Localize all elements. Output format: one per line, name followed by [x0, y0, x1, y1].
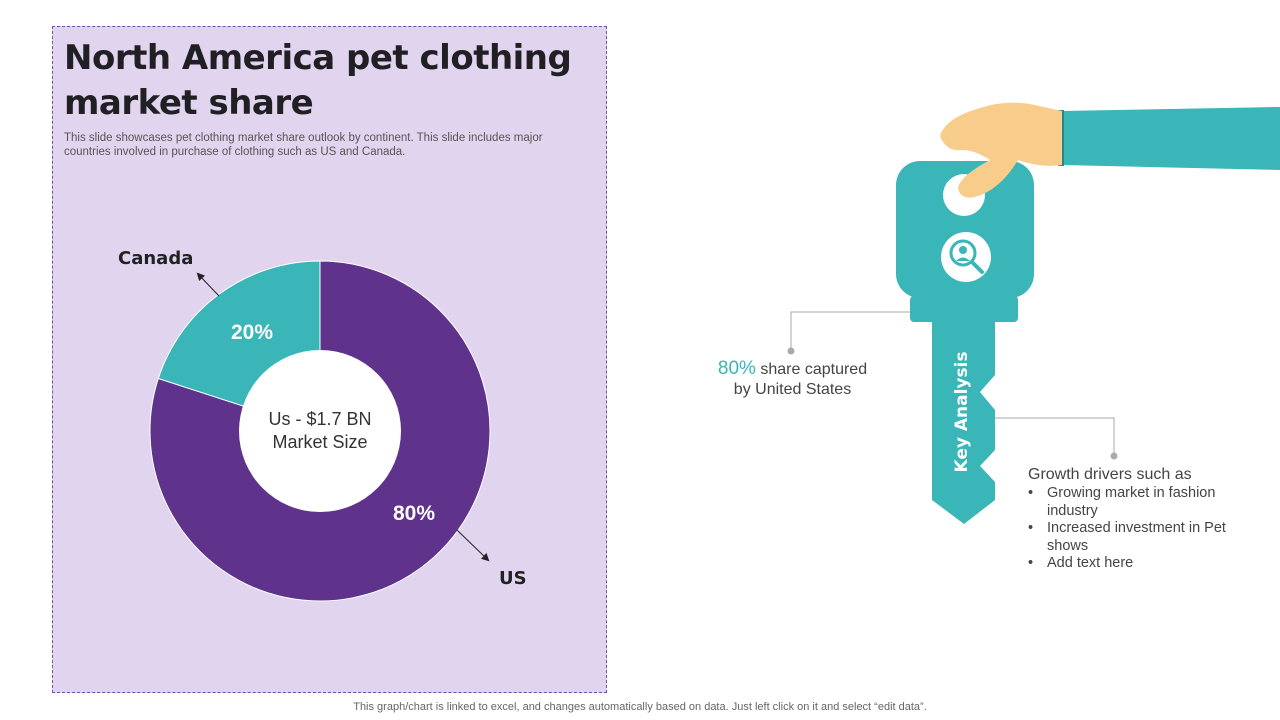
page-title: North America pet clothing market share — [64, 38, 572, 123]
sleeve — [1062, 107, 1280, 170]
key-neck — [910, 296, 1018, 322]
callout-us-share: 80% share captured by United States — [700, 359, 885, 400]
callout-us-text1: share captured — [755, 361, 868, 378]
connector-us — [790, 311, 910, 350]
category-label-us: US — [499, 568, 527, 589]
callout-growth-drivers: Growth drivers such as Growing market in… — [1028, 466, 1228, 573]
search-person-icon-body — [956, 257, 970, 261]
leader-line-us — [456, 529, 490, 562]
category-label-canada: Canada — [118, 248, 193, 269]
key-blade — [932, 318, 995, 524]
connector-drivers — [995, 417, 1115, 455]
donut-hole — [239, 350, 401, 512]
center-label-line2: Market Size — [272, 432, 367, 452]
data-label-canada: 20% — [231, 321, 273, 344]
hand — [940, 102, 1062, 198]
drivers-heading: Growth drivers such as — [1028, 466, 1192, 483]
connector-us-dot — [787, 347, 795, 355]
page-subtitle: This slide showcases pet clothing market… — [64, 132, 543, 158]
center-label-line1: Us - $1.7 BN — [268, 409, 371, 429]
pie-slice-us[interactable] — [149, 260, 491, 602]
connector-drivers-dot — [1110, 452, 1118, 460]
key-head — [896, 161, 1034, 298]
leader-line-canada — [196, 272, 220, 297]
callout-us-text2: by United States — [733, 381, 852, 398]
search-person-icon-head — [959, 246, 967, 254]
search-person-icon-lens — [949, 239, 977, 267]
footer-note: This graph/chart is linked to excel, and… — [353, 701, 927, 713]
drivers-list: Growing market in fashion industry Incre… — [1028, 485, 1228, 573]
drivers-bullet-1: Growing market in fashion industry — [1028, 485, 1228, 520]
search-person-icon — [941, 232, 991, 282]
key-label: Key Analysis — [952, 351, 972, 472]
callout-us-pct: 80% — [717, 358, 756, 379]
drivers-bullet-2: Increased investment in Pet shows — [1028, 520, 1228, 555]
drivers-bullet-3: Add text here — [1028, 555, 1228, 573]
search-person-icon-handle — [970, 260, 984, 274]
data-label-us: 80% — [393, 502, 435, 525]
